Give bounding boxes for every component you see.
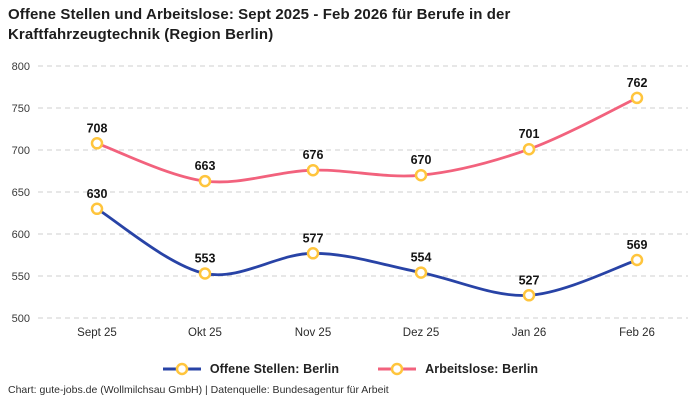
data-point-marker[interactable] (306, 163, 320, 177)
data-point-marker[interactable] (306, 247, 320, 260)
x-axis-tick-label: Dez 25 (403, 327, 439, 339)
legend-label-offene-stellen: Offene Stellen: Berlin (209, 362, 340, 376)
data-point-marker[interactable] (90, 137, 104, 150)
x-axis-tick-label: Feb 26 (619, 327, 655, 339)
data-point-label: 670 (411, 153, 432, 167)
legend-item-offene-stellen[interactable]: Offene Stellen: Berlin (162, 362, 339, 376)
data-point-marker[interactable] (414, 168, 428, 182)
y-axis-tick-label: 600 (12, 229, 30, 241)
chart-title: Offene Stellen und Arbeitslose: Sept 202… (8, 5, 648, 45)
y-axis-tick-label: 550 (12, 271, 30, 283)
data-point-label: 676 (303, 148, 324, 162)
chart-source-footer: Chart: gute-jobs.de (Wollmilchsau GmbH) … (8, 384, 389, 396)
data-point-label: 663 (195, 159, 216, 173)
y-axis-tick-label: 800 (12, 61, 30, 73)
legend-swatch-arbeitslose-icon (378, 362, 417, 376)
legend-marker-ring-icon (390, 362, 404, 376)
data-point-label: 577 (303, 231, 324, 245)
legend-marker-ring-icon (175, 362, 189, 376)
data-point-marker[interactable] (522, 289, 536, 302)
data-point-marker[interactable] (630, 91, 644, 105)
data-point-label: 554 (411, 251, 432, 265)
y-axis-tick-label: 700 (12, 145, 30, 157)
y-axis-tick-label: 750 (12, 103, 30, 115)
data-point-label: 701 (519, 127, 540, 141)
data-point-marker[interactable] (414, 266, 428, 279)
data-point-label: 630 (87, 187, 108, 201)
data-point-marker[interactable] (90, 202, 104, 216)
x-axis-tick-label: Sept 25 (77, 327, 117, 339)
data-point-label: 527 (519, 273, 540, 287)
series-line (95, 96, 639, 184)
data-point-marker[interactable] (630, 253, 644, 267)
data-point-marker[interactable] (198, 174, 212, 188)
x-axis-tick-label: Nov 25 (295, 327, 331, 339)
data-point-label: 762 (627, 76, 648, 90)
series-line (95, 207, 639, 297)
line-chart-plot-area: 800 750 700 650 600 550 500 Sept 25 Okt 25 Nov 25… (12, 61, 688, 339)
data-point-label: 708 (87, 121, 108, 135)
y-axis-tick-label: 500 (12, 313, 30, 325)
legend-swatch-offene-stellen-icon (162, 362, 201, 376)
legend-label-arbeitslose: Arbeitslose: Berlin (425, 362, 539, 376)
data-point-marker[interactable] (198, 267, 212, 280)
legend-item-arbeitslose[interactable]: Arbeitslose: Berlin (377, 362, 538, 376)
y-axis-tick-label: 650 (12, 187, 30, 199)
chart-title-line2: Kraftfahrzeugtechnik (Region Berlin) (8, 25, 274, 43)
data-point-marker[interactable] (522, 142, 536, 156)
x-axis-tick-label: Jan 26 (512, 327, 547, 339)
data-point-label: 569 (627, 238, 648, 252)
x-axis-tick-label: Okt 25 (188, 327, 222, 339)
chart-legend: Offene Stellen: Berlin Arbeitslose: Berl… (0, 358, 700, 380)
chart-title-line1: Offene Stellen und Arbeitslose: Sept 202… (8, 6, 511, 23)
data-point-label: 553 (195, 252, 216, 266)
